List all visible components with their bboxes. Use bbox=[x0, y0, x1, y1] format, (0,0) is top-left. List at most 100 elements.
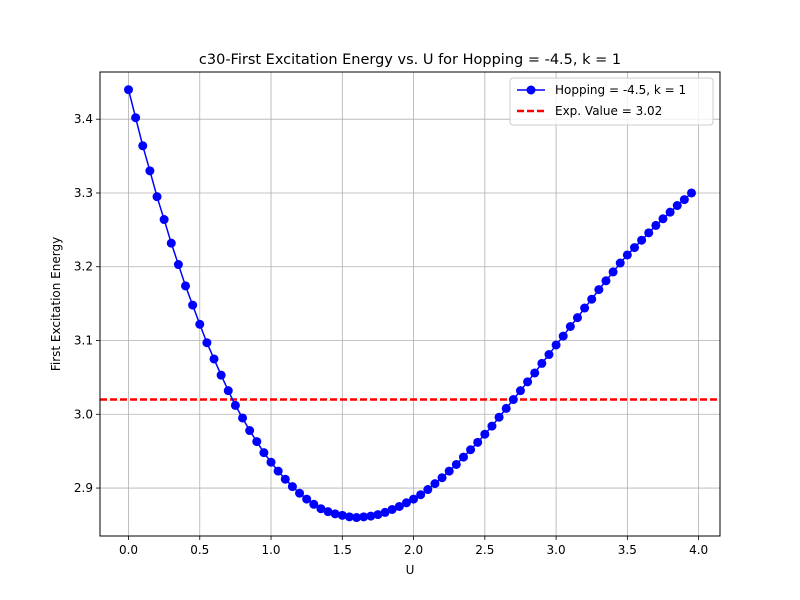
data-point bbox=[359, 512, 369, 522]
x-tick-label: 1.5 bbox=[333, 543, 352, 557]
data-point bbox=[686, 188, 696, 198]
data-point bbox=[287, 482, 297, 492]
y-axis-label: First Excitation Energy bbox=[49, 237, 63, 371]
data-point bbox=[480, 429, 490, 439]
data-point bbox=[223, 386, 233, 396]
data-point bbox=[430, 479, 440, 489]
data-point bbox=[401, 498, 411, 508]
data-point bbox=[458, 452, 468, 462]
data-point bbox=[637, 235, 647, 245]
data-point bbox=[658, 214, 668, 224]
data-point bbox=[273, 466, 283, 476]
data-point bbox=[501, 403, 511, 413]
data-point bbox=[330, 509, 340, 519]
data-point bbox=[188, 300, 198, 310]
data-point bbox=[230, 400, 240, 410]
data-point bbox=[366, 511, 376, 521]
data-point bbox=[202, 338, 212, 348]
data-point bbox=[352, 513, 362, 523]
y-tick-label: 3.0 bbox=[74, 407, 93, 421]
data-point bbox=[523, 377, 533, 387]
data-point bbox=[245, 426, 255, 436]
y-tick-label: 3.3 bbox=[74, 186, 93, 200]
data-point bbox=[530, 368, 540, 378]
data-point bbox=[558, 331, 568, 341]
data-point bbox=[622, 250, 632, 260]
data-point bbox=[394, 501, 404, 511]
data-point bbox=[515, 386, 525, 396]
data-point bbox=[344, 512, 354, 522]
data-point bbox=[437, 473, 447, 483]
plot-frame bbox=[99, 71, 721, 537]
data-point bbox=[131, 113, 141, 123]
data-point bbox=[373, 510, 383, 520]
data-point bbox=[209, 354, 219, 364]
data-point bbox=[195, 319, 205, 329]
y-tick-label: 2.9 bbox=[74, 481, 93, 495]
data-point bbox=[494, 412, 504, 422]
grid-lines bbox=[100, 72, 720, 536]
data-point bbox=[466, 445, 476, 455]
data-point bbox=[409, 494, 419, 504]
chart-title: c30-First Excitation Energy vs. U for Ho… bbox=[199, 52, 621, 68]
data-point bbox=[295, 488, 305, 498]
legend-series-label: Hopping = -4.5, k = 1 bbox=[555, 83, 686, 97]
x-tick-label: 4.0 bbox=[689, 543, 708, 557]
data-point bbox=[444, 466, 454, 476]
data-point bbox=[615, 258, 625, 268]
data-point bbox=[665, 207, 675, 217]
data-point bbox=[152, 192, 162, 202]
legend: Hopping = -4.5, k = 1 Exp. Value = 3.02 bbox=[509, 77, 714, 126]
data-point bbox=[266, 457, 276, 467]
data-point bbox=[252, 437, 262, 447]
data-point bbox=[216, 370, 226, 380]
x-tick-label: 3.5 bbox=[618, 543, 637, 557]
data-point bbox=[679, 195, 689, 205]
data-point bbox=[537, 358, 547, 368]
x-axis-label: U bbox=[406, 563, 415, 577]
y-tick-label: 3.2 bbox=[74, 260, 93, 274]
legend-box bbox=[509, 77, 714, 126]
data-point bbox=[416, 490, 426, 500]
x-tick-label: 3.0 bbox=[547, 543, 566, 557]
data-point bbox=[451, 459, 461, 469]
data-point bbox=[337, 510, 347, 520]
data-point bbox=[651, 220, 661, 230]
data-point bbox=[508, 395, 518, 405]
data-point bbox=[565, 321, 575, 331]
x-tick-label: 0.0 bbox=[119, 543, 138, 557]
data-point bbox=[387, 504, 397, 514]
data-point bbox=[672, 201, 682, 211]
data-point bbox=[181, 281, 191, 291]
data-point bbox=[544, 350, 554, 360]
data-point bbox=[594, 285, 604, 295]
data-point bbox=[259, 448, 269, 458]
data-point bbox=[159, 215, 169, 225]
data-point bbox=[608, 267, 618, 277]
data-point bbox=[551, 340, 561, 350]
data-point bbox=[166, 238, 176, 248]
data-point bbox=[423, 485, 433, 495]
data-point bbox=[238, 413, 248, 423]
x-tick-label: 1.0 bbox=[261, 543, 280, 557]
x-tick-label: 0.5 bbox=[190, 543, 209, 557]
y-tick-label: 3.4 bbox=[74, 112, 93, 126]
data-point bbox=[580, 303, 590, 313]
data-point bbox=[138, 141, 148, 151]
data-point bbox=[124, 85, 134, 95]
data-point bbox=[601, 276, 611, 286]
data-point bbox=[302, 494, 312, 504]
data-point bbox=[145, 166, 155, 176]
data-point bbox=[173, 260, 183, 270]
data-point bbox=[473, 437, 483, 447]
data-point bbox=[487, 421, 497, 431]
y-tick-label: 3.1 bbox=[74, 334, 93, 348]
x-tick-label: 2.5 bbox=[475, 543, 494, 557]
data-point bbox=[587, 294, 597, 304]
data-point bbox=[629, 243, 639, 253]
data-point bbox=[644, 228, 654, 238]
data-point bbox=[309, 499, 319, 509]
data-point bbox=[316, 504, 326, 514]
data-point bbox=[572, 313, 582, 323]
